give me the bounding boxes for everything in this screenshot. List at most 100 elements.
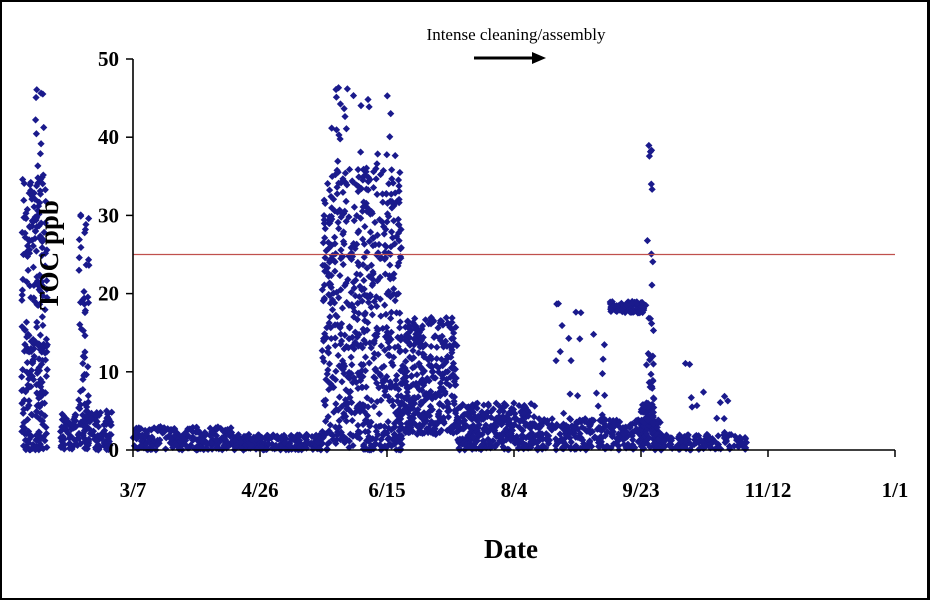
data-point [430,374,438,382]
data-point [310,433,319,441]
data-point [421,390,429,398]
data-point [100,421,108,429]
data-point [375,384,383,392]
data-point [397,420,405,428]
data-point [22,318,31,326]
data-point [371,218,379,227]
data-point [495,407,504,416]
data-point [355,173,363,181]
data-point [357,214,365,222]
data-point [268,444,276,452]
data-point [648,281,656,289]
data-point [381,301,389,309]
data-point [642,399,651,407]
data-point [584,419,592,427]
data-point [367,261,376,269]
data-point [533,439,541,447]
data-point [354,421,362,430]
data-point [688,403,696,411]
data-point [473,404,481,412]
data-point [463,403,471,411]
data-point [80,300,89,308]
data-point [392,376,400,384]
data-point [25,439,33,447]
data-point [84,408,92,416]
data-point [554,300,563,308]
data-point [348,416,356,425]
data-point [383,199,392,207]
data-point [324,349,333,357]
data-point [84,441,92,449]
data-point [372,440,380,448]
data-point [401,364,409,372]
data-point [72,439,80,448]
data-point [156,436,164,444]
data-point [699,388,708,396]
data-point [331,341,339,350]
data-point [387,190,395,198]
data-point [619,304,627,312]
data-point [33,323,41,331]
data-point [322,430,330,438]
data-point [405,328,413,337]
data-point [354,258,362,267]
data-point [456,435,464,443]
data-point [450,377,458,386]
data-point [341,396,350,404]
data-point [528,429,536,437]
data-point [366,293,374,301]
data-point [720,434,728,442]
data-point [212,436,220,444]
data-point [501,431,510,439]
data-point [535,429,544,437]
data-point [527,438,535,446]
data-point [65,434,73,442]
data-point [391,152,399,160]
data-point [330,233,339,241]
data-point [75,235,83,244]
data-point [601,391,609,399]
data-point [499,432,507,440]
data-point [377,396,385,404]
data-point [172,441,181,450]
data-point [613,417,621,425]
data-point [37,219,45,227]
data-point [21,229,29,237]
data-point [643,430,651,438]
data-point [480,401,488,409]
data-point [153,441,162,449]
data-point [387,328,395,336]
data-point [105,415,113,423]
data-point [642,361,651,369]
data-point [516,436,525,444]
data-point [384,392,392,401]
data-point [139,439,147,448]
data-point [356,400,364,408]
data-point [436,392,444,400]
data-point [320,219,328,228]
data-point [444,413,453,421]
data-point [314,438,322,446]
data-point [365,103,373,111]
data-point [261,439,269,447]
data-point [437,336,445,345]
data-point [357,341,365,349]
data-point [419,343,427,351]
data-point [23,278,31,286]
data-point [381,428,389,436]
data-point [393,371,401,380]
data-point [390,285,398,293]
data-point [376,215,384,224]
data-point [439,362,447,370]
data-point [37,434,45,442]
data-point [272,441,280,449]
data-point [79,327,87,335]
data-point [347,353,355,361]
data-point [654,435,662,443]
data-point [372,367,380,375]
data-point [37,273,46,282]
data-point [26,282,34,290]
data-point [649,326,658,335]
data-point [403,395,411,403]
data-point [209,428,217,437]
